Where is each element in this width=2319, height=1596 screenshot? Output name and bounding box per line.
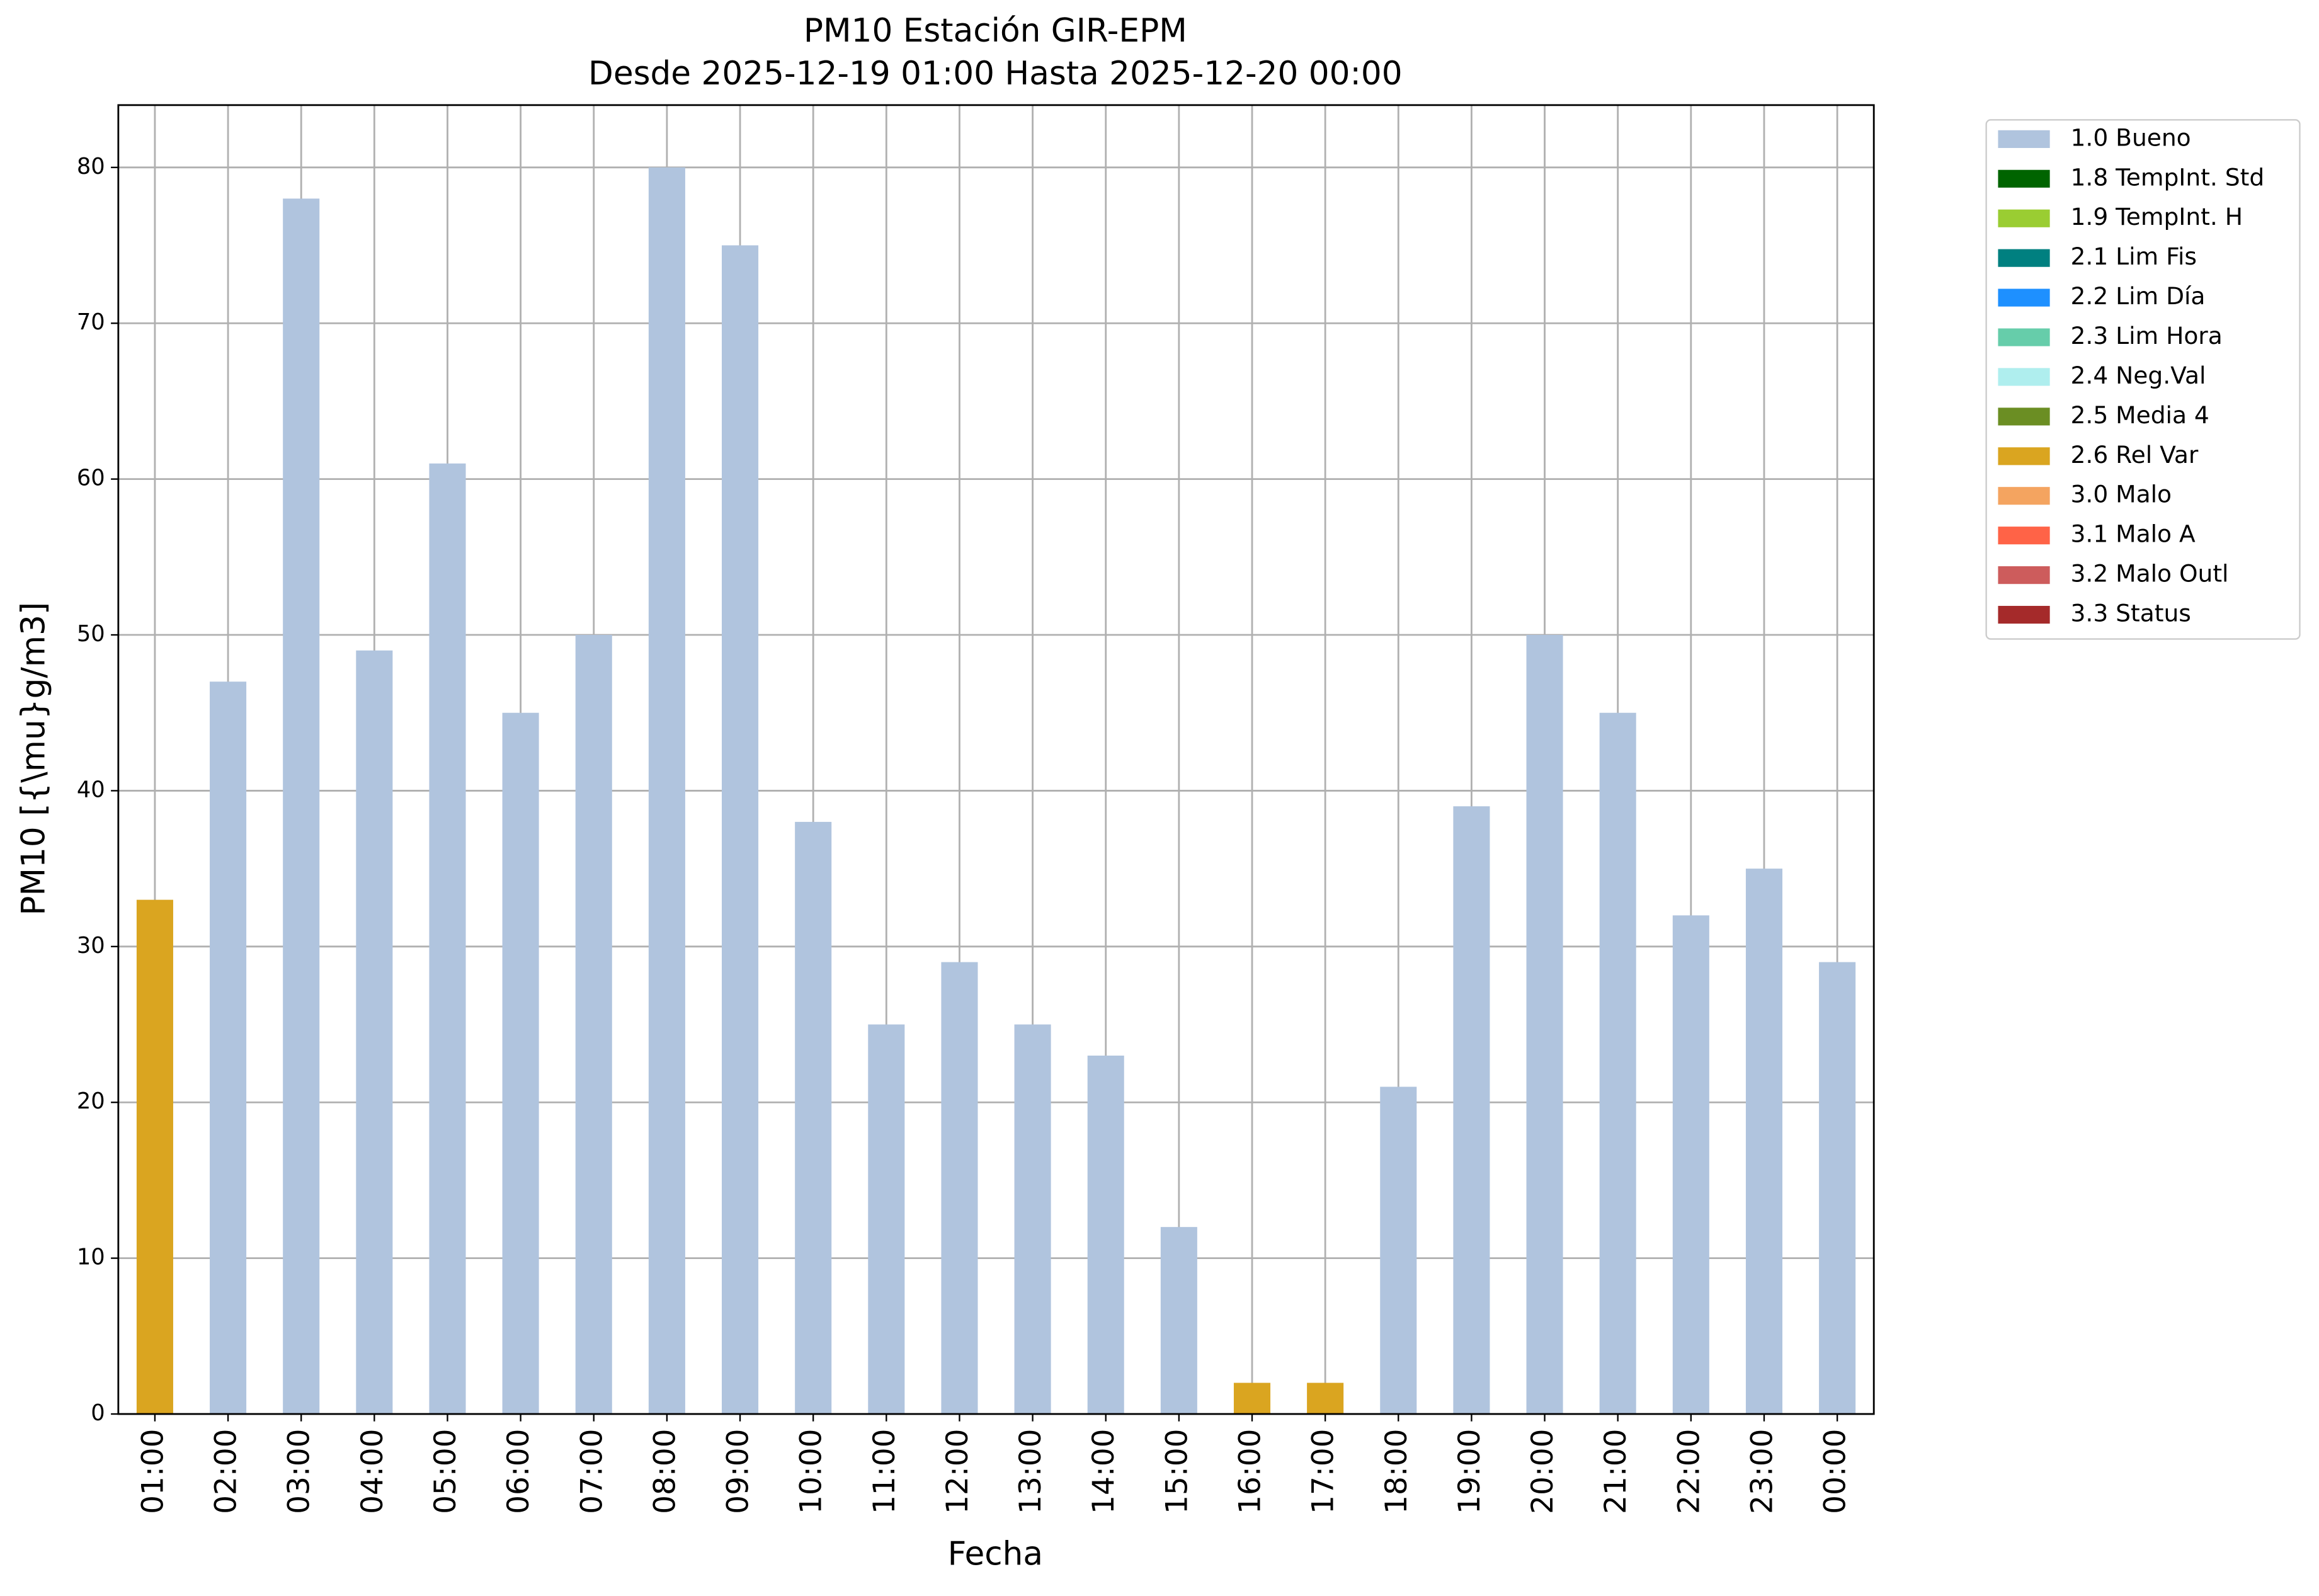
legend-swatch — [1998, 130, 2050, 148]
bar — [356, 650, 393, 1415]
legend: 1.0 Bueno 1.8 TempInt. Std 1.9 TempInt. H 2… — [1985, 119, 2301, 640]
x-tick-label: 01:00 — [135, 1429, 170, 1514]
legend-label: 1.8 TempInt. Std — [2071, 163, 2265, 191]
legend-label: 2.6 Rel Var — [2071, 441, 2199, 469]
x-tick-label: 19:00 — [1452, 1429, 1487, 1514]
y-tick-label: 40 — [77, 777, 105, 802]
y-tick-label: 70 — [77, 309, 105, 335]
legend-swatch — [1998, 288, 2050, 307]
legend-label: 2.2 Lim Día — [2071, 282, 2206, 310]
y-tick-label: 0 — [91, 1400, 105, 1426]
legend-label: 3.1 Malo A — [2071, 520, 2196, 548]
bar — [1453, 806, 1490, 1415]
y-tick-label: 80 — [77, 154, 105, 180]
bar — [1233, 1382, 1271, 1415]
x-tick-label: 14:00 — [1086, 1429, 1121, 1514]
x-tick-label: 18:00 — [1379, 1429, 1414, 1514]
bar — [429, 463, 466, 1415]
legend-swatch — [1998, 209, 2050, 227]
bar — [575, 635, 612, 1415]
legend-label: 2.4 Neg.Val — [2071, 362, 2206, 389]
x-tick-label: 07:00 — [574, 1429, 609, 1514]
x-tick-label: 04:00 — [355, 1429, 390, 1514]
legend-label: 2.1 Lim Fis — [2071, 242, 2197, 270]
x-tick-label: 20:00 — [1525, 1429, 1560, 1514]
bar — [1599, 712, 1636, 1415]
y-tick-label: 30 — [77, 933, 105, 959]
y-tick-label: 60 — [77, 465, 105, 491]
x-tick-label: 10:00 — [794, 1429, 829, 1514]
legend-label: 3.2 Malo Outl — [2071, 560, 2229, 588]
bar — [648, 167, 685, 1415]
legend-swatch — [1998, 566, 2050, 584]
x-axis-label: Fecha — [948, 1535, 1043, 1573]
x-tick-label: 03:00 — [282, 1429, 317, 1514]
legend-label: 2.5 Media 4 — [2071, 401, 2209, 429]
y-tick-label: 50 — [77, 621, 105, 647]
bar — [1087, 1056, 1124, 1415]
bar — [1672, 915, 1709, 1415]
legend-label: 1.9 TempInt. H — [2071, 203, 2243, 231]
x-tick-label: 00:00 — [1818, 1429, 1853, 1514]
bar — [1014, 1024, 1051, 1415]
x-tick-label: 23:00 — [1745, 1429, 1779, 1514]
legend-label: 2.3 Lim Hora — [2071, 322, 2223, 350]
y-tick-label: 10 — [77, 1245, 105, 1270]
y-tick-label: 20 — [77, 1088, 105, 1114]
bar — [1307, 1382, 1344, 1415]
chart-title: PM10 Estación GIR-EPM — [804, 12, 1187, 50]
legend-swatch — [1998, 169, 2050, 188]
x-tick-label: 08:00 — [647, 1429, 682, 1514]
bar — [136, 899, 173, 1415]
legend-swatch — [1998, 527, 2050, 545]
bar — [722, 245, 759, 1415]
x-tick-label: 13:00 — [1013, 1429, 1048, 1514]
x-tick-label: 11:00 — [867, 1429, 902, 1514]
legend-swatch — [1998, 605, 2050, 624]
bar — [1160, 1227, 1197, 1415]
y-axis-label: PM10 [{\mu}g/m3] — [14, 602, 52, 916]
legend-swatch — [1998, 408, 2050, 426]
legend-label: 1.0 Bueno — [2071, 123, 2191, 151]
legend-label: 3.3 Status — [2071, 600, 2191, 627]
x-tick-label: 16:00 — [1233, 1429, 1268, 1514]
ticks: 0 10 20 30 40 50 60 70 80 01:00 02:00 03:00 04:00 05:… — [77, 154, 1853, 1514]
bar — [210, 681, 247, 1415]
legend-swatch — [1998, 487, 2050, 505]
x-tick-label: 05:00 — [428, 1429, 463, 1514]
x-tick-label: 15:00 — [1160, 1429, 1194, 1514]
legend-frame — [1985, 119, 2301, 640]
x-tick-label: 17:00 — [1306, 1429, 1341, 1514]
bar — [1380, 1086, 1417, 1415]
x-tick-label: 09:00 — [721, 1429, 756, 1514]
x-tick-label: 21:00 — [1598, 1429, 1633, 1514]
bar — [502, 712, 539, 1415]
bar — [283, 198, 320, 1415]
x-tick-label: 22:00 — [1672, 1429, 1706, 1514]
bar — [795, 821, 832, 1415]
bar — [941, 962, 978, 1415]
chart-subtitle: Desde 2025-12-19 01:00 Hasta 2025-12-20 … — [588, 55, 1403, 93]
legend-swatch — [1998, 249, 2050, 267]
legend-label: 3.0 Malo — [2071, 481, 2172, 508]
bar — [1526, 635, 1563, 1415]
x-tick-label: 02:00 — [209, 1429, 244, 1514]
bars — [136, 167, 1856, 1415]
x-tick-label: 12:00 — [940, 1429, 975, 1514]
legend-swatch — [1998, 328, 2050, 346]
plot-frame — [117, 104, 1875, 1415]
legend-swatch — [1998, 368, 2050, 386]
x-tick-label: 06:00 — [501, 1429, 536, 1514]
bar — [1745, 869, 1783, 1415]
bar — [868, 1024, 905, 1415]
bar — [1819, 962, 1856, 1415]
legend-swatch — [1998, 447, 2050, 465]
